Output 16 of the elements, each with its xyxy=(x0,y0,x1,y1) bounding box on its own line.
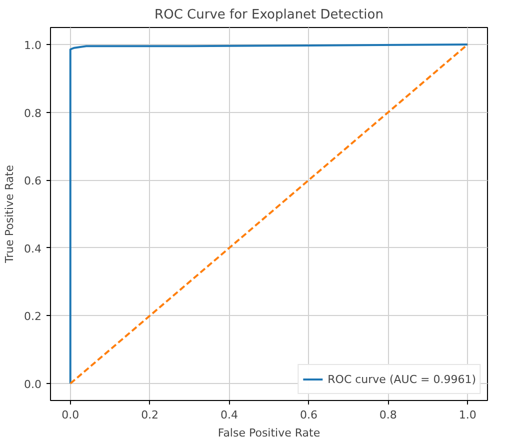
x-tick-label: 1.0 xyxy=(458,408,476,422)
x-tick-label: 0.2 xyxy=(141,408,159,422)
y-tick-label: 0.6 xyxy=(24,174,42,188)
x-tick-label: 0.8 xyxy=(379,408,397,422)
y-tick-label: 0.0 xyxy=(24,378,42,392)
y-tick-label: 0.8 xyxy=(24,106,42,120)
y-tick-label: 1.0 xyxy=(24,38,42,52)
x-tick-label: 0.4 xyxy=(220,408,238,422)
legend-label: ROC curve (AUC = 0.9961) xyxy=(328,372,476,386)
x-tick-label: 0.6 xyxy=(300,408,318,422)
y-tick-label: 0.4 xyxy=(24,242,42,256)
y-tick-label: 0.2 xyxy=(24,310,42,324)
y-axis-title: True Positive Rate xyxy=(3,164,16,264)
x-axis-title: False Positive Rate xyxy=(218,426,320,440)
chart-title: ROC Curve for Exoplanet Detection xyxy=(154,8,384,22)
x-tick-label: 0.0 xyxy=(62,408,80,422)
